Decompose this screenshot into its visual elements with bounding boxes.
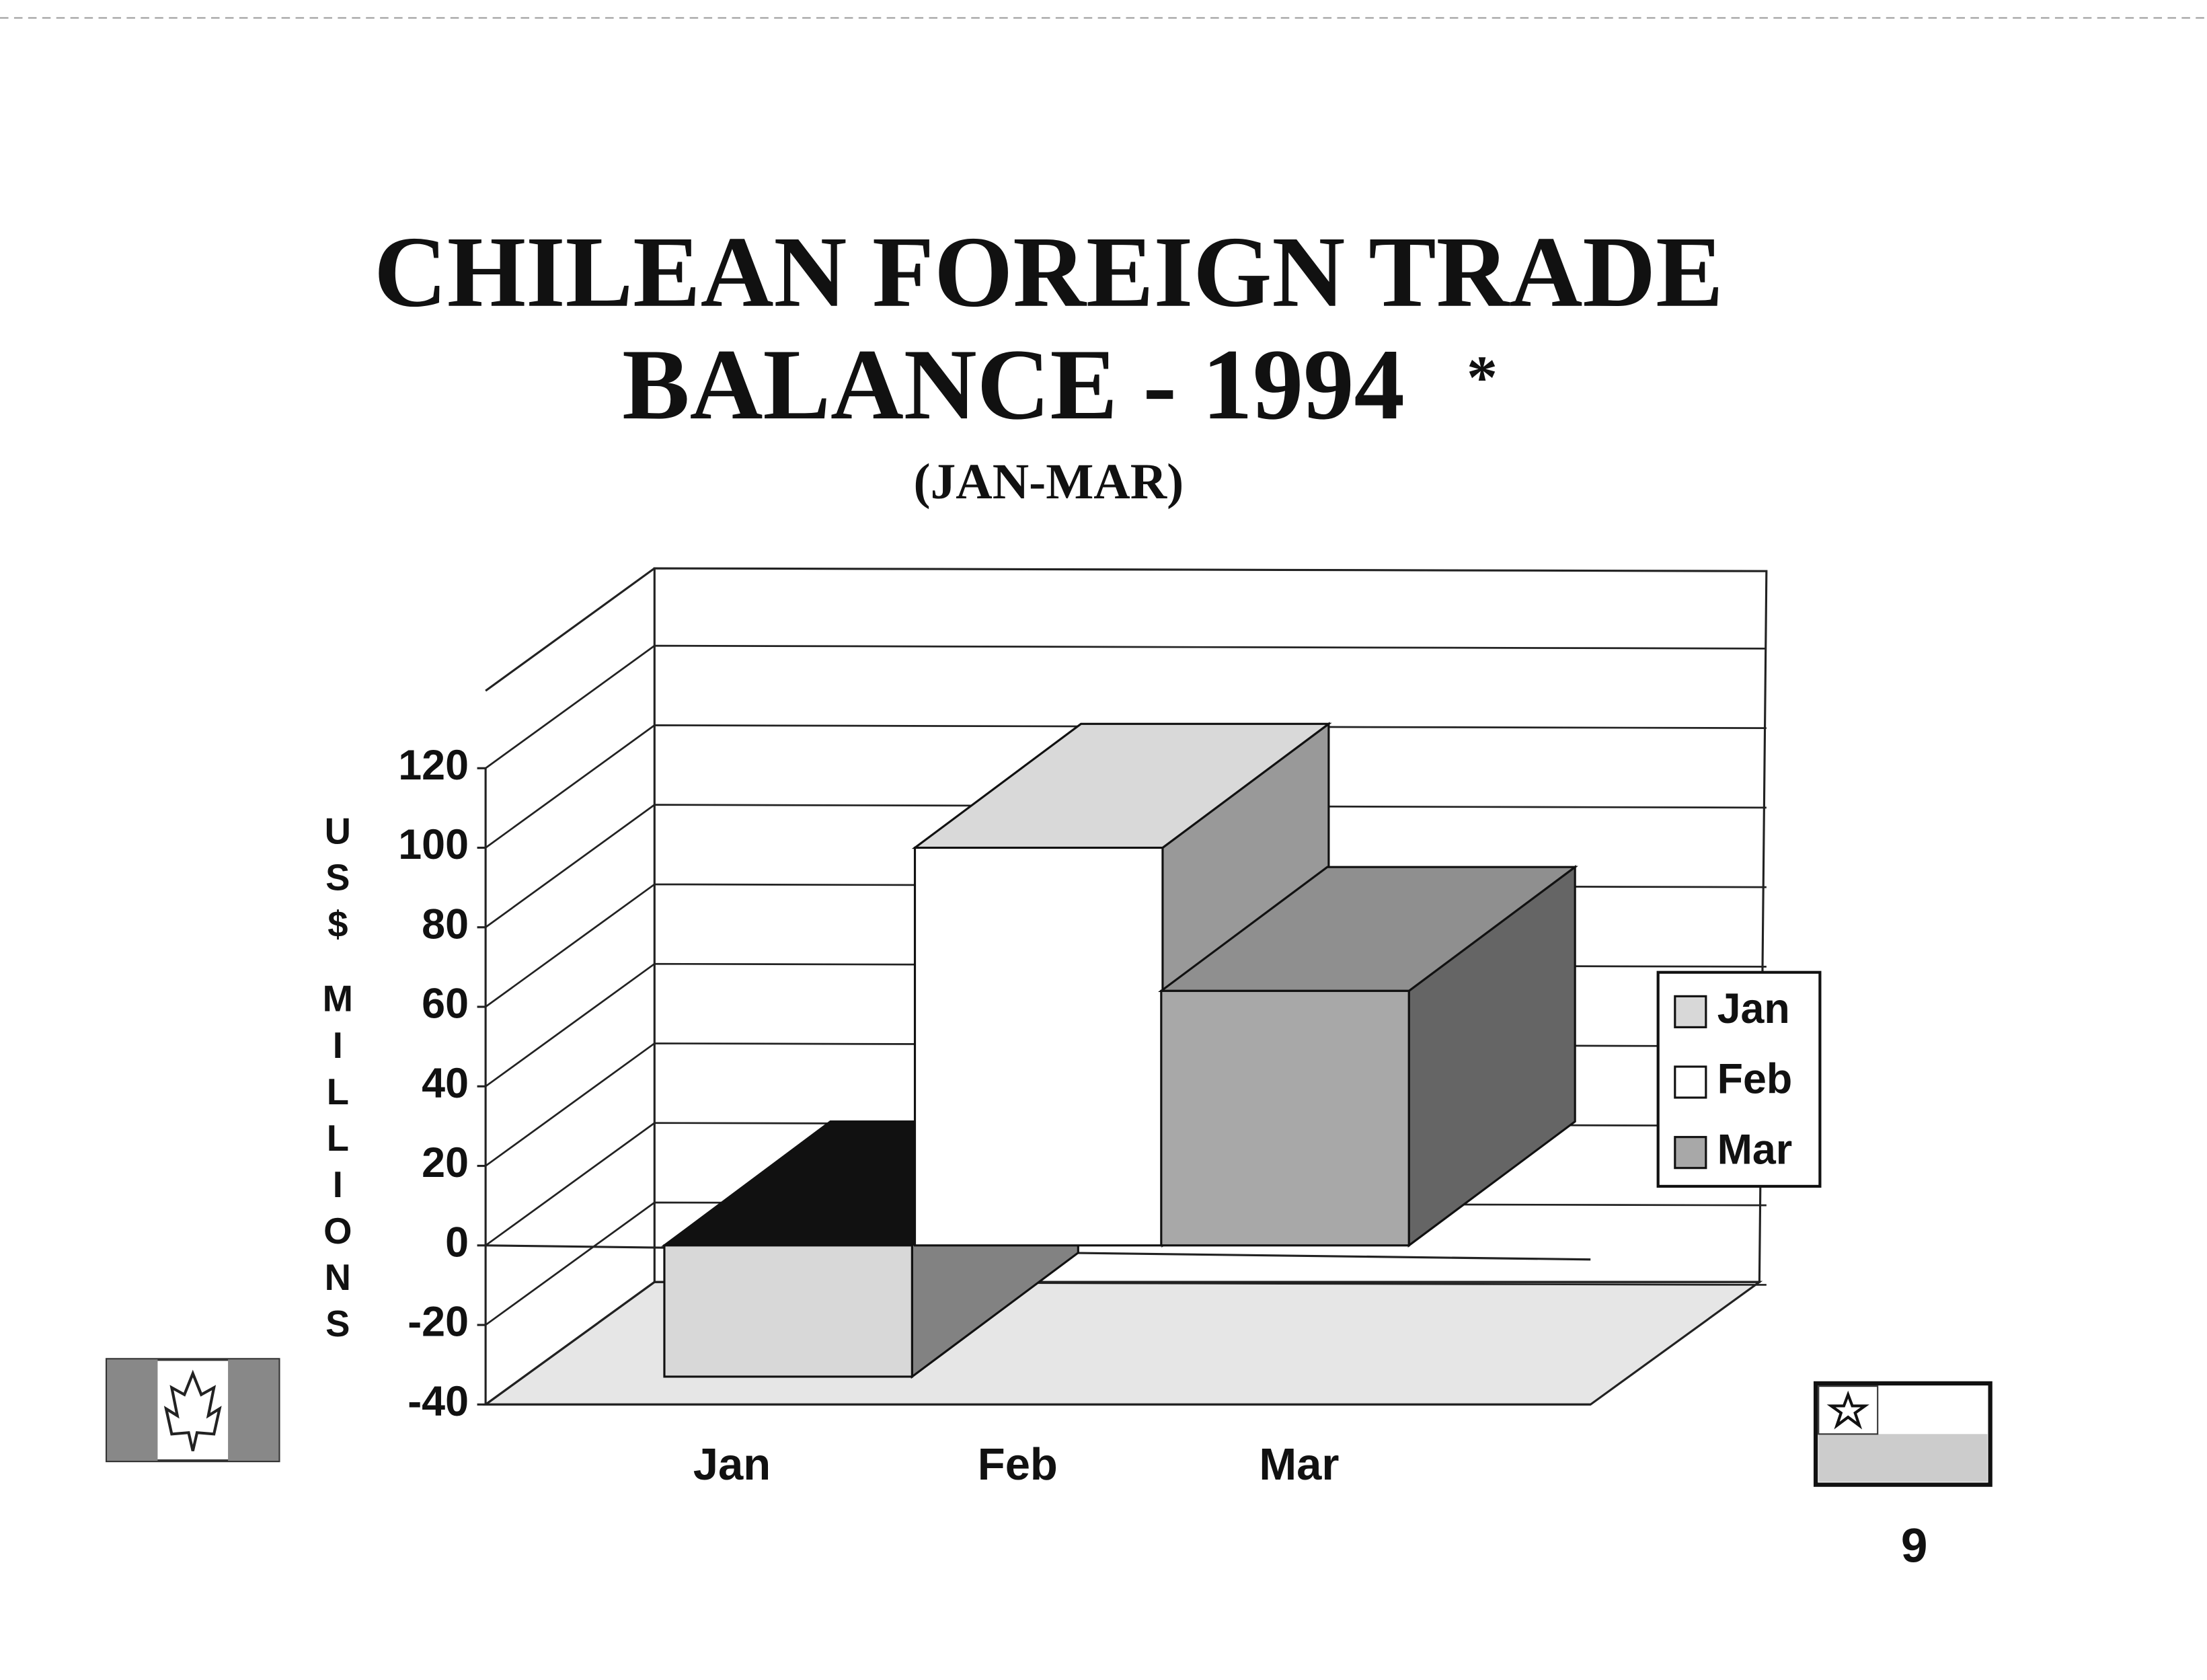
chart-subtitle: (JAN-MAR) [914, 454, 1184, 510]
side-wall-top [485, 567, 656, 692]
legend-swatch [1674, 995, 1707, 1028]
y-tick-label: 100 [398, 821, 469, 868]
chart-title: CHILEAN FOREIGN TRADE [374, 216, 1724, 328]
x-tick-label: Jan [693, 1439, 771, 1490]
legend-swatch [1674, 1065, 1707, 1099]
y-tick-label: 20 [422, 1139, 469, 1186]
y-tick-label: 60 [422, 981, 469, 1028]
back-wall [653, 567, 1768, 1283]
bar [1160, 989, 1410, 1247]
grid-line [485, 1281, 1767, 1406]
y-tick-label: 40 [422, 1060, 469, 1107]
grid-line [485, 804, 1767, 928]
bar [663, 1244, 913, 1378]
y-tick-label: 80 [422, 901, 469, 948]
canada-flag [105, 1358, 280, 1463]
x-tick-label: Feb [978, 1439, 1058, 1490]
chile-flag [1813, 1381, 1992, 1487]
bar [913, 846, 1164, 1247]
grid-line [485, 724, 1767, 849]
y-tick-label: 120 [398, 742, 469, 789]
y-tick-label: 0 [445, 1219, 469, 1266]
legend-label: Feb [1717, 1056, 1793, 1103]
y-tick-label: -20 [408, 1299, 469, 1346]
legend-swatch [1674, 1136, 1707, 1170]
page-number: 9 [1901, 1520, 1928, 1573]
legend-label: Jan [1717, 985, 1790, 1032]
y-tick-label: -40 [408, 1378, 469, 1425]
grid-line [485, 644, 1767, 769]
title-mark: * [1467, 343, 1498, 412]
x-tick-label: Mar [1259, 1439, 1339, 1490]
chart-title-line2: BALANCE - 1994 [622, 328, 1405, 441]
legend-label: Mar [1717, 1126, 1793, 1173]
